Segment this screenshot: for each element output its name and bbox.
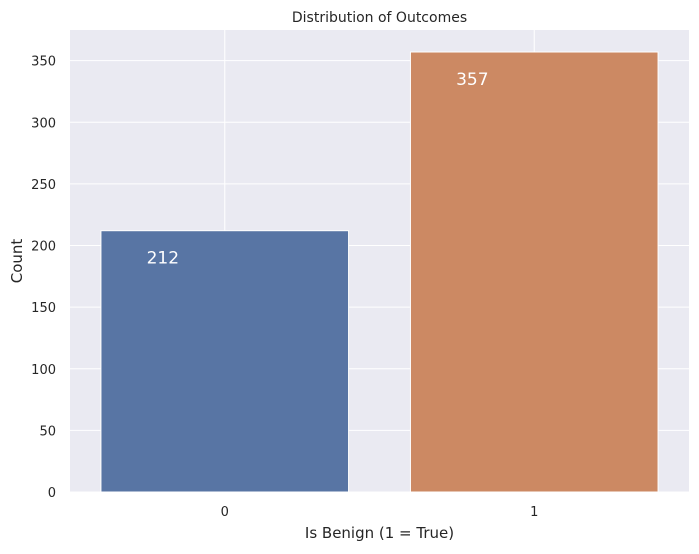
y-tick-label: 50: [39, 424, 56, 439]
x-tick-label: 1: [530, 505, 538, 520]
y-tick-label: 150: [31, 301, 56, 316]
y-tick-label: 250: [31, 178, 56, 193]
data-labels: 212 357: [147, 70, 489, 269]
bars: [100, 51, 659, 493]
bar-1: [409, 51, 659, 493]
y-tick-label: 350: [31, 55, 56, 70]
y-tick-labels: 0 50 100 150 200 250 300 350: [31, 55, 56, 501]
data-label-0: 212: [147, 249, 179, 269]
x-axis-label: Is Benign (1 = True): [305, 524, 454, 542]
y-axis-label: Count: [8, 239, 26, 284]
bar-0: [100, 230, 350, 493]
y-tick-label: 100: [31, 363, 56, 378]
y-tick-label: 300: [31, 116, 56, 131]
data-label-1: 357: [456, 70, 488, 90]
y-tick-label: 200: [31, 240, 56, 255]
chart-title: Distribution of Outcomes: [292, 10, 467, 26]
x-tick-label: 0: [221, 505, 229, 520]
y-tick-label: 0: [48, 486, 56, 501]
